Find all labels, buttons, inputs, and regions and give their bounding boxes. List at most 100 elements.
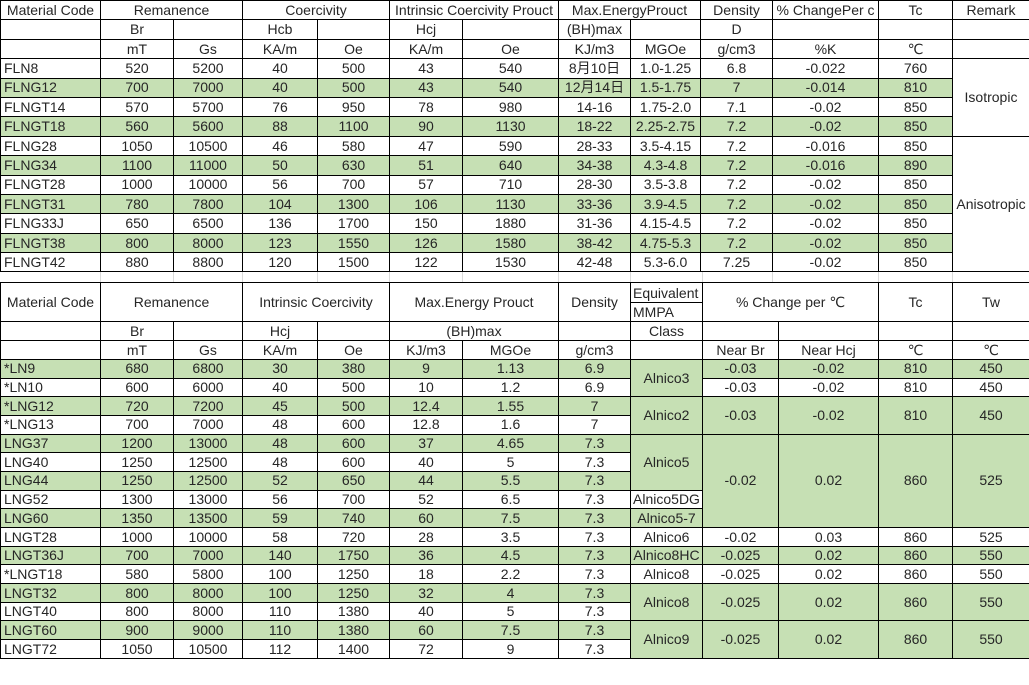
- value-cell[interactable]: 7.3: [558, 433, 631, 454]
- value-cell[interactable]: 850: [878, 135, 954, 157]
- value-cell[interactable]: 10500: [173, 135, 243, 157]
- value-cell[interactable]: 1300: [100, 489, 174, 510]
- value-cell[interactable]: 800: [100, 583, 174, 603]
- value-cell[interactable]: -0.022: [772, 58, 880, 79]
- value-cell[interactable]: 1.5-1.75: [629, 77, 702, 98]
- header-cell[interactable]: D: [700, 19, 774, 40]
- header-cell[interactable]: % ChangePer c: [772, 0, 880, 21]
- header-cell[interactable]: KA/m: [389, 38, 463, 60]
- material-code-cell[interactable]: LNG37: [0, 433, 101, 454]
- value-cell[interactable]: 7.5: [462, 508, 559, 529]
- value-cell[interactable]: 1200: [100, 433, 174, 454]
- header-cell[interactable]: Hcj: [389, 19, 463, 40]
- value-cell[interactable]: 7.3: [558, 620, 631, 641]
- value-cell[interactable]: 580: [100, 564, 174, 585]
- value-cell[interactable]: 40: [389, 601, 463, 622]
- value-cell[interactable]: 8000: [173, 232, 243, 254]
- value-cell[interactable]: 600: [100, 377, 174, 398]
- value-cell[interactable]: 1250: [100, 470, 174, 491]
- value-cell[interactable]: 500: [317, 77, 390, 98]
- value-cell[interactable]: 7.3: [558, 583, 631, 603]
- value-cell[interactable]: 100: [242, 583, 318, 603]
- change-value-cell[interactable]: -0.025: [702, 583, 779, 622]
- value-cell[interactable]: 120: [242, 252, 318, 273]
- value-cell[interactable]: 56: [242, 174, 318, 195]
- change-value-cell[interactable]: -0.025: [702, 564, 779, 585]
- value-cell[interactable]: 11000: [173, 155, 243, 176]
- value-cell[interactable]: 112: [242, 639, 318, 659]
- value-cell[interactable]: 6.9: [558, 377, 631, 398]
- value-cell[interactable]: 700: [317, 489, 390, 510]
- value-cell[interactable]: 7.1: [700, 96, 774, 118]
- mmpa-class-cell[interactable]: Alnico8: [630, 564, 703, 585]
- value-cell[interactable]: 1050: [100, 135, 174, 157]
- header-cell[interactable]: Max.EnergyProuct: [557, 0, 702, 21]
- value-cell[interactable]: 7.3: [558, 639, 631, 659]
- remark-cell[interactable]: Anisotropic: [952, 135, 1029, 273]
- material-code-cell[interactable]: *LN10: [0, 377, 101, 398]
- value-cell[interactable]: 700: [100, 545, 174, 566]
- header-cell[interactable]: ℃: [952, 340, 1029, 360]
- change-value-cell[interactable]: 0.03: [778, 527, 879, 547]
- value-cell[interactable]: 800: [100, 601, 174, 622]
- change-value-cell[interactable]: -0.025: [702, 620, 779, 659]
- header-cell[interactable]: Intrinsic Coercivity: [242, 282, 390, 323]
- value-cell[interactable]: 1000: [100, 527, 174, 547]
- header-cell[interactable]: [0, 38, 101, 60]
- header-cell[interactable]: [702, 321, 779, 342]
- material-code-cell[interactable]: *LN9: [0, 358, 101, 379]
- value-cell[interactable]: 890: [878, 155, 954, 176]
- value-cell[interactable]: 9000: [173, 620, 243, 641]
- header-cell[interactable]: [878, 19, 954, 40]
- value-cell[interactable]: 8800: [173, 252, 243, 273]
- material-code-cell[interactable]: *LNG13: [0, 414, 101, 435]
- value-cell[interactable]: 1300: [317, 193, 390, 215]
- change-value-cell[interactable]: 0.02: [778, 583, 879, 622]
- value-cell[interactable]: -0.02: [772, 96, 880, 118]
- header-cell[interactable]: ℃: [878, 340, 953, 360]
- value-cell[interactable]: 850: [878, 96, 954, 118]
- mmpa-class-cell[interactable]: Alnico8: [630, 583, 703, 622]
- material-code-cell[interactable]: LNG44: [0, 470, 101, 491]
- mmpa-class-cell[interactable]: Alnico3: [630, 358, 703, 398]
- value-cell[interactable]: 600: [317, 433, 390, 454]
- mmpa-class-cell[interactable]: Alnico6: [630, 527, 703, 547]
- value-cell[interactable]: 3.5-3.8: [629, 174, 702, 195]
- value-cell[interactable]: 7.3: [558, 564, 631, 585]
- header-cell[interactable]: Class: [630, 321, 703, 342]
- value-cell[interactable]: 56: [242, 489, 318, 510]
- value-cell[interactable]: 7.3: [558, 545, 631, 566]
- header-cell[interactable]: ℃: [878, 38, 954, 60]
- value-cell[interactable]: 7.2: [700, 116, 774, 137]
- value-cell[interactable]: 9: [462, 639, 559, 659]
- change-value-cell[interactable]: 0.02: [778, 545, 879, 566]
- material-code-cell[interactable]: FLNGT38: [0, 232, 101, 254]
- value-cell[interactable]: 5700: [173, 96, 243, 118]
- change-value-cell[interactable]: 860: [878, 433, 953, 529]
- value-cell[interactable]: 7.2: [700, 213, 774, 234]
- value-cell[interactable]: 52: [389, 489, 463, 510]
- value-cell[interactable]: 380: [317, 358, 390, 379]
- value-cell[interactable]: 1250: [317, 564, 390, 585]
- value-cell[interactable]: 37: [389, 433, 463, 454]
- value-cell[interactable]: 7000: [173, 545, 243, 566]
- change-value-cell[interactable]: 860: [878, 545, 953, 566]
- value-cell[interactable]: 740: [317, 508, 390, 529]
- value-cell[interactable]: 100: [242, 564, 318, 585]
- value-cell[interactable]: 48: [242, 433, 318, 454]
- value-cell[interactable]: 540: [462, 58, 559, 79]
- material-code-cell[interactable]: LNGT72: [0, 639, 101, 659]
- value-cell[interactable]: 6.8: [700, 58, 774, 79]
- header-cell[interactable]: [173, 321, 243, 342]
- value-cell[interactable]: 5: [462, 601, 559, 622]
- value-cell[interactable]: 5.3-6.0: [629, 252, 702, 273]
- value-cell[interactable]: 1.75-2.0: [629, 96, 702, 118]
- mmpa-header-cell[interactable]: Equivalent MMPA: [630, 282, 703, 323]
- value-cell[interactable]: 900: [100, 620, 174, 641]
- change-value-cell[interactable]: -0.03: [702, 358, 779, 379]
- value-cell[interactable]: 1100: [100, 155, 174, 176]
- header-cell[interactable]: Hcb: [242, 19, 318, 40]
- material-code-cell[interactable]: LNGT36J: [0, 545, 101, 566]
- value-cell[interactable]: 1130: [462, 193, 559, 215]
- value-cell[interactable]: 500: [317, 58, 390, 79]
